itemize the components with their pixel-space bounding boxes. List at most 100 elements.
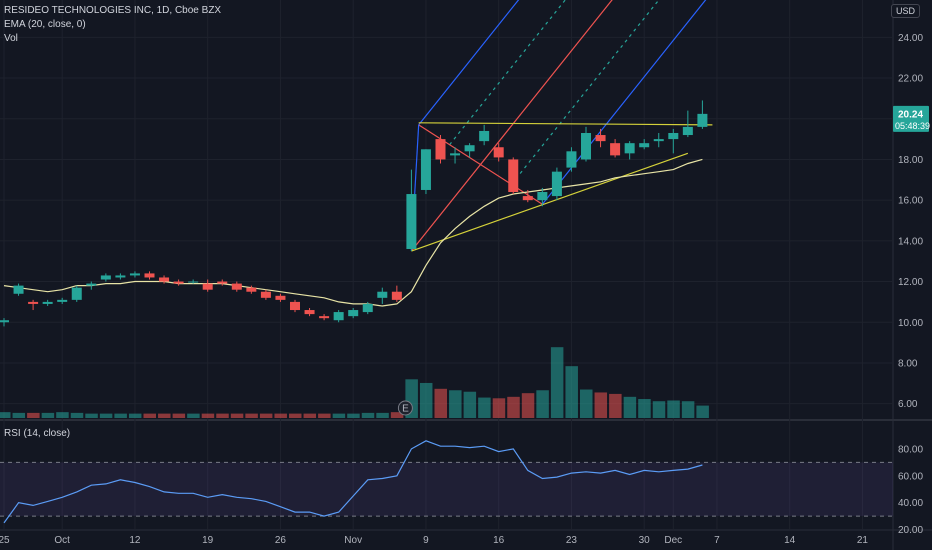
candle-body [493, 147, 504, 158]
candle-body [610, 143, 621, 156]
volume-bar [652, 401, 666, 418]
candle-body [100, 275, 111, 280]
candle-body [581, 132, 591, 160]
volume-bar [463, 391, 477, 418]
candle-body [479, 130, 490, 142]
rsi-tick-label: 80.00 [898, 444, 923, 455]
rsi-band [0, 462, 893, 517]
candle-body [595, 135, 606, 142]
candle-body [566, 151, 577, 168]
volume-bar [419, 382, 433, 418]
ema-polyline [3, 158, 703, 307]
candle-body [639, 143, 650, 148]
rsi-axis[interactable]: 20.00 40.00 60.00 80.00 [898, 444, 923, 536]
candle-body [551, 171, 562, 197]
price-tick-label: 14.00 [898, 236, 923, 247]
volume-bar [507, 396, 520, 418]
candle-body [537, 192, 548, 201]
time-tick-label: 9 [423, 535, 429, 546]
volume-bar [216, 413, 229, 418]
volume-bar [143, 413, 156, 418]
volume-bar [376, 412, 389, 418]
candle-body [406, 194, 417, 249]
volume-bar [259, 413, 273, 418]
volume-bar [85, 413, 98, 418]
candle-body [188, 281, 199, 283]
candle-body [275, 295, 286, 300]
earnings-marker [397, 400, 413, 416]
price-tick-label: 8.00 [898, 358, 918, 369]
volume-bar [609, 393, 622, 418]
volume-bar [667, 400, 680, 418]
volume-bar [478, 397, 491, 418]
candle-body [333, 312, 344, 321]
volume-bar [99, 413, 113, 418]
volume-bar [565, 366, 578, 418]
volume-bar [27, 412, 40, 418]
candle-body [391, 291, 402, 300]
candle-body [57, 299, 68, 302]
candle-body [682, 126, 693, 136]
time-tick-label: Nov [344, 535, 362, 546]
candle-body [362, 303, 373, 313]
time-axis[interactable]: 25 Oct 12 19 26 Nov 9 16 23 30 Dec 7 14 21 [0, 535, 868, 546]
volume-bar [594, 392, 608, 418]
volume-bar [434, 388, 447, 418]
candle-body [129, 273, 140, 276]
pitchfork-lower [541, 0, 707, 205]
candle-body [159, 277, 170, 282]
volume-bar [303, 413, 317, 418]
rsi-legend[interactable]: RSI (14, close) [4, 428, 71, 439]
volume-bar [230, 413, 244, 418]
candle-body [71, 287, 82, 300]
volume-bar [347, 413, 360, 418]
volume-bar [172, 413, 186, 418]
ema-legend[interactable]: EMA (20, close, 0) [4, 19, 86, 30]
volume-bar [696, 405, 709, 418]
pitchfork-handle [418, 124, 543, 205]
time-tick-label: 19 [202, 535, 214, 546]
volume-bar [289, 413, 302, 418]
candle-body [173, 281, 184, 284]
volume-legend[interactable]: Vol [4, 33, 18, 44]
price-tick-label: 18.00 [898, 155, 923, 166]
volume-bar [361, 412, 375, 418]
time-tick-label: 30 [639, 535, 651, 546]
volume-bar [201, 413, 215, 418]
price-tick-label: 22.00 [898, 74, 923, 85]
volume-bar [114, 413, 127, 418]
volume-bars: E [0, 347, 709, 418]
candle-body [450, 153, 461, 156]
rsi-line [3, 440, 703, 524]
pitchfork-median [410, 0, 613, 252]
candle-body [319, 316, 330, 319]
volume-bar [0, 412, 11, 418]
volume-bar [536, 390, 549, 418]
candle-body [653, 139, 664, 142]
volume-bar [580, 389, 593, 418]
candle-body [668, 132, 679, 140]
time-tick-label: 21 [857, 535, 869, 546]
time-tick-label: 23 [566, 535, 578, 546]
price-axis[interactable]: 6.008.0010.0012.0014.0016.0018.0020.0022… [898, 33, 923, 410]
countdown-label: 05:48:39 [895, 121, 930, 131]
time-tick-label: Dec [664, 535, 682, 546]
time-tick-label: 16 [493, 535, 505, 546]
last-price-label: 20.24 [898, 109, 923, 120]
candle-body [348, 310, 359, 317]
candle-body [217, 281, 228, 284]
candle-body [260, 291, 271, 298]
time-tick-label: 7 [714, 535, 720, 546]
currency-badge[interactable]: USD [890, 4, 920, 18]
last-price-badge [893, 105, 929, 132]
volume-bar [56, 412, 69, 418]
volume-bar [318, 413, 331, 418]
candle-body [144, 273, 155, 278]
volume-bar [187, 413, 200, 418]
rsi-tick-label: 60.00 [898, 471, 923, 482]
candle-body [464, 145, 475, 152]
ema-line [3, 158, 703, 307]
symbol-title[interactable]: RESIDEO TECHNOLOGIES INC, 1D, Cboe BZX [4, 5, 222, 16]
